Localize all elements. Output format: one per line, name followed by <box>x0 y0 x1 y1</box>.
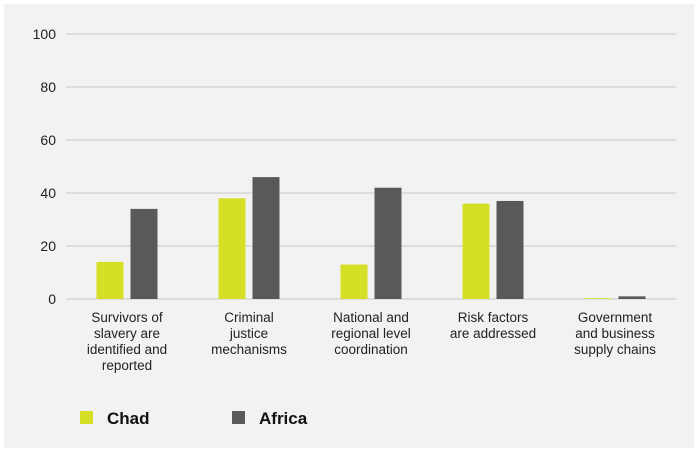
x-category-label-line: Criminal <box>224 310 274 325</box>
bar-chad-2 <box>218 198 246 299</box>
y-axis-ticks: 0 20 40 60 80 100 <box>33 26 57 307</box>
x-category-label: Government and business supply chains <box>574 310 656 357</box>
bar-chad-5 <box>584 298 612 299</box>
x-category-label: Risk factors are addressed <box>450 310 536 341</box>
x-category-label-line: are addressed <box>450 326 536 341</box>
y-tick-label: 100 <box>33 26 57 42</box>
bar-chad-4 <box>462 203 490 299</box>
x-category-label-line: slavery are <box>94 326 160 341</box>
bars <box>96 177 646 299</box>
x-category-label-line: and business <box>575 326 655 341</box>
x-category-label-line: supply chains <box>574 342 656 357</box>
x-category-label: Survivors of slavery are identified and rep… <box>87 310 167 373</box>
y-tick-label: 0 <box>48 291 56 307</box>
y-tick-label: 60 <box>40 132 56 148</box>
bar-chad-3 <box>340 264 368 299</box>
x-category-label-line: identified and <box>87 342 167 357</box>
bar-africa-3 <box>374 187 402 299</box>
x-category-label-line: Survivors of <box>91 310 163 325</box>
x-category-label-line: Risk factors <box>458 310 529 325</box>
x-category-label-line: reported <box>102 358 152 373</box>
bar-chart: 0 20 40 60 80 100 Survivors of slavery are iden… <box>33 26 676 428</box>
x-category-label-line: coordination <box>334 342 408 357</box>
legend-swatch-africa <box>232 411 245 424</box>
x-category-label: National and regional level coordination <box>331 310 411 357</box>
y-tick-label: 40 <box>40 185 56 201</box>
y-tick-label: 20 <box>40 238 56 254</box>
legend: Chad Africa <box>80 409 308 428</box>
x-axis-categories: Survivors of slavery are identified and rep… <box>87 310 656 373</box>
x-category-label-line: justice <box>229 326 268 341</box>
legend-swatch-chad <box>80 411 93 424</box>
bar-africa-4 <box>496 200 524 299</box>
legend-label-africa: Africa <box>259 409 308 428</box>
chart-frame: 0 20 40 60 80 100 Survivors of slavery are iden… <box>4 4 694 448</box>
x-category-label-line: Government <box>578 310 653 325</box>
legend-label-chad: Chad <box>107 409 150 428</box>
x-category-label-line: mechanisms <box>211 342 287 357</box>
bar-chad-1 <box>96 261 124 299</box>
x-category-label-line: regional level <box>331 326 411 341</box>
bar-africa-1 <box>130 208 158 299</box>
x-category-label: Criminal justice mechanisms <box>211 310 287 357</box>
bar-africa-5 <box>618 296 646 299</box>
y-tick-label: 80 <box>40 79 56 95</box>
x-category-label-line: National and <box>333 310 409 325</box>
bar-africa-2 <box>252 177 280 299</box>
gridlines <box>66 33 676 300</box>
